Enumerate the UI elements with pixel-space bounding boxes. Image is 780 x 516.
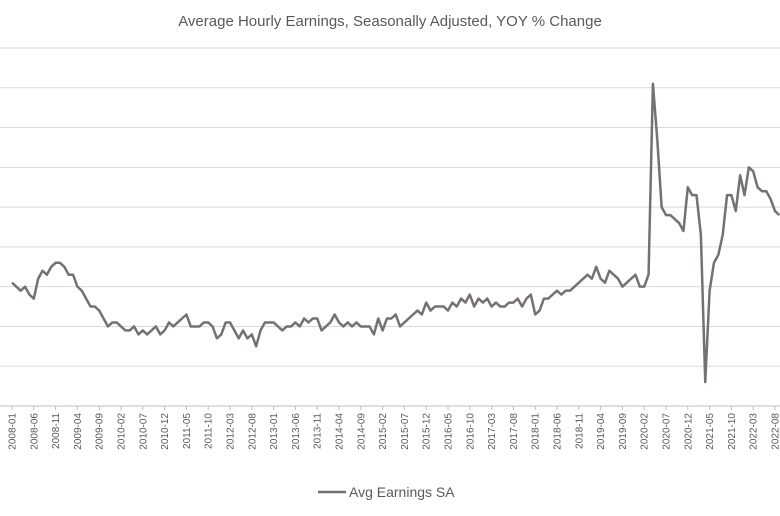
x-tick-label: 2009-04 — [73, 413, 84, 450]
x-tick-label: 2011-10 — [204, 413, 215, 449]
x-tick-label: 2020-02 — [640, 413, 651, 450]
x-tick-label: 2012-03 — [226, 413, 237, 450]
x-tick-label: 2013-11 — [313, 413, 324, 449]
chart-title: Average Hourly Earnings, Seasonally Adju… — [178, 13, 602, 30]
x-tick-label: 2010-07 — [138, 413, 149, 450]
x-tick-label: 2014-09 — [356, 413, 367, 450]
x-tick-label: 2016-10 — [465, 413, 476, 450]
x-tick-label: 2021-05 — [705, 413, 716, 450]
legend-label: Avg Earnings SA — [349, 484, 455, 500]
x-tick-label: 2020-07 — [662, 413, 673, 450]
x-tick-label: 2018-01 — [531, 413, 542, 450]
line-series — [11, 82, 780, 384]
x-tick-label: 2018-11 — [574, 413, 585, 449]
x-tick-label: 2015-12 — [422, 413, 433, 450]
x-tick-label: 2022-03 — [749, 413, 760, 450]
x-tick-label: 2010-02 — [117, 413, 128, 450]
x-tick-label: 2015-07 — [400, 413, 411, 450]
x-tick-label: 2008-11 — [51, 413, 62, 449]
x-tick-label: 2019-04 — [596, 413, 607, 450]
x-tick-label: 2012-08 — [247, 413, 258, 450]
x-tick-label: 2017-03 — [487, 413, 498, 450]
grid — [0, 47, 780, 407]
legend: Avg Earnings SA — [318, 484, 455, 500]
x-tick-label: 2011-05 — [182, 413, 193, 449]
x-tick-label: 2021-10 — [727, 413, 738, 450]
plot-area — [11, 82, 780, 384]
x-tick-label: 2008-01 — [8, 413, 19, 450]
x-tick-label: 2013-06 — [291, 413, 302, 450]
x-tick-label: 2013-01 — [269, 413, 280, 450]
x-tick-label: 2015-02 — [378, 413, 389, 450]
x-tick-label: 2014-04 — [335, 413, 346, 450]
x-tick-label: 2009-09 — [95, 413, 106, 450]
x-tick-label: 2016-05 — [444, 413, 455, 450]
x-tick-label: 2017-08 — [509, 413, 520, 450]
x-tick-label: 2022-08 — [771, 413, 780, 450]
x-tick-label: 2010-12 — [160, 413, 171, 450]
x-tick-label: 2019-09 — [618, 413, 629, 450]
x-axis-labels: 2008-01 2008-06 2008-11 2009-04 2009-09 2010-… — [8, 406, 780, 450]
x-tick-label: 2020-12 — [683, 413, 694, 450]
x-tick-label: 2008-06 — [29, 413, 40, 450]
x-tick-label: 2018-06 — [553, 413, 564, 450]
